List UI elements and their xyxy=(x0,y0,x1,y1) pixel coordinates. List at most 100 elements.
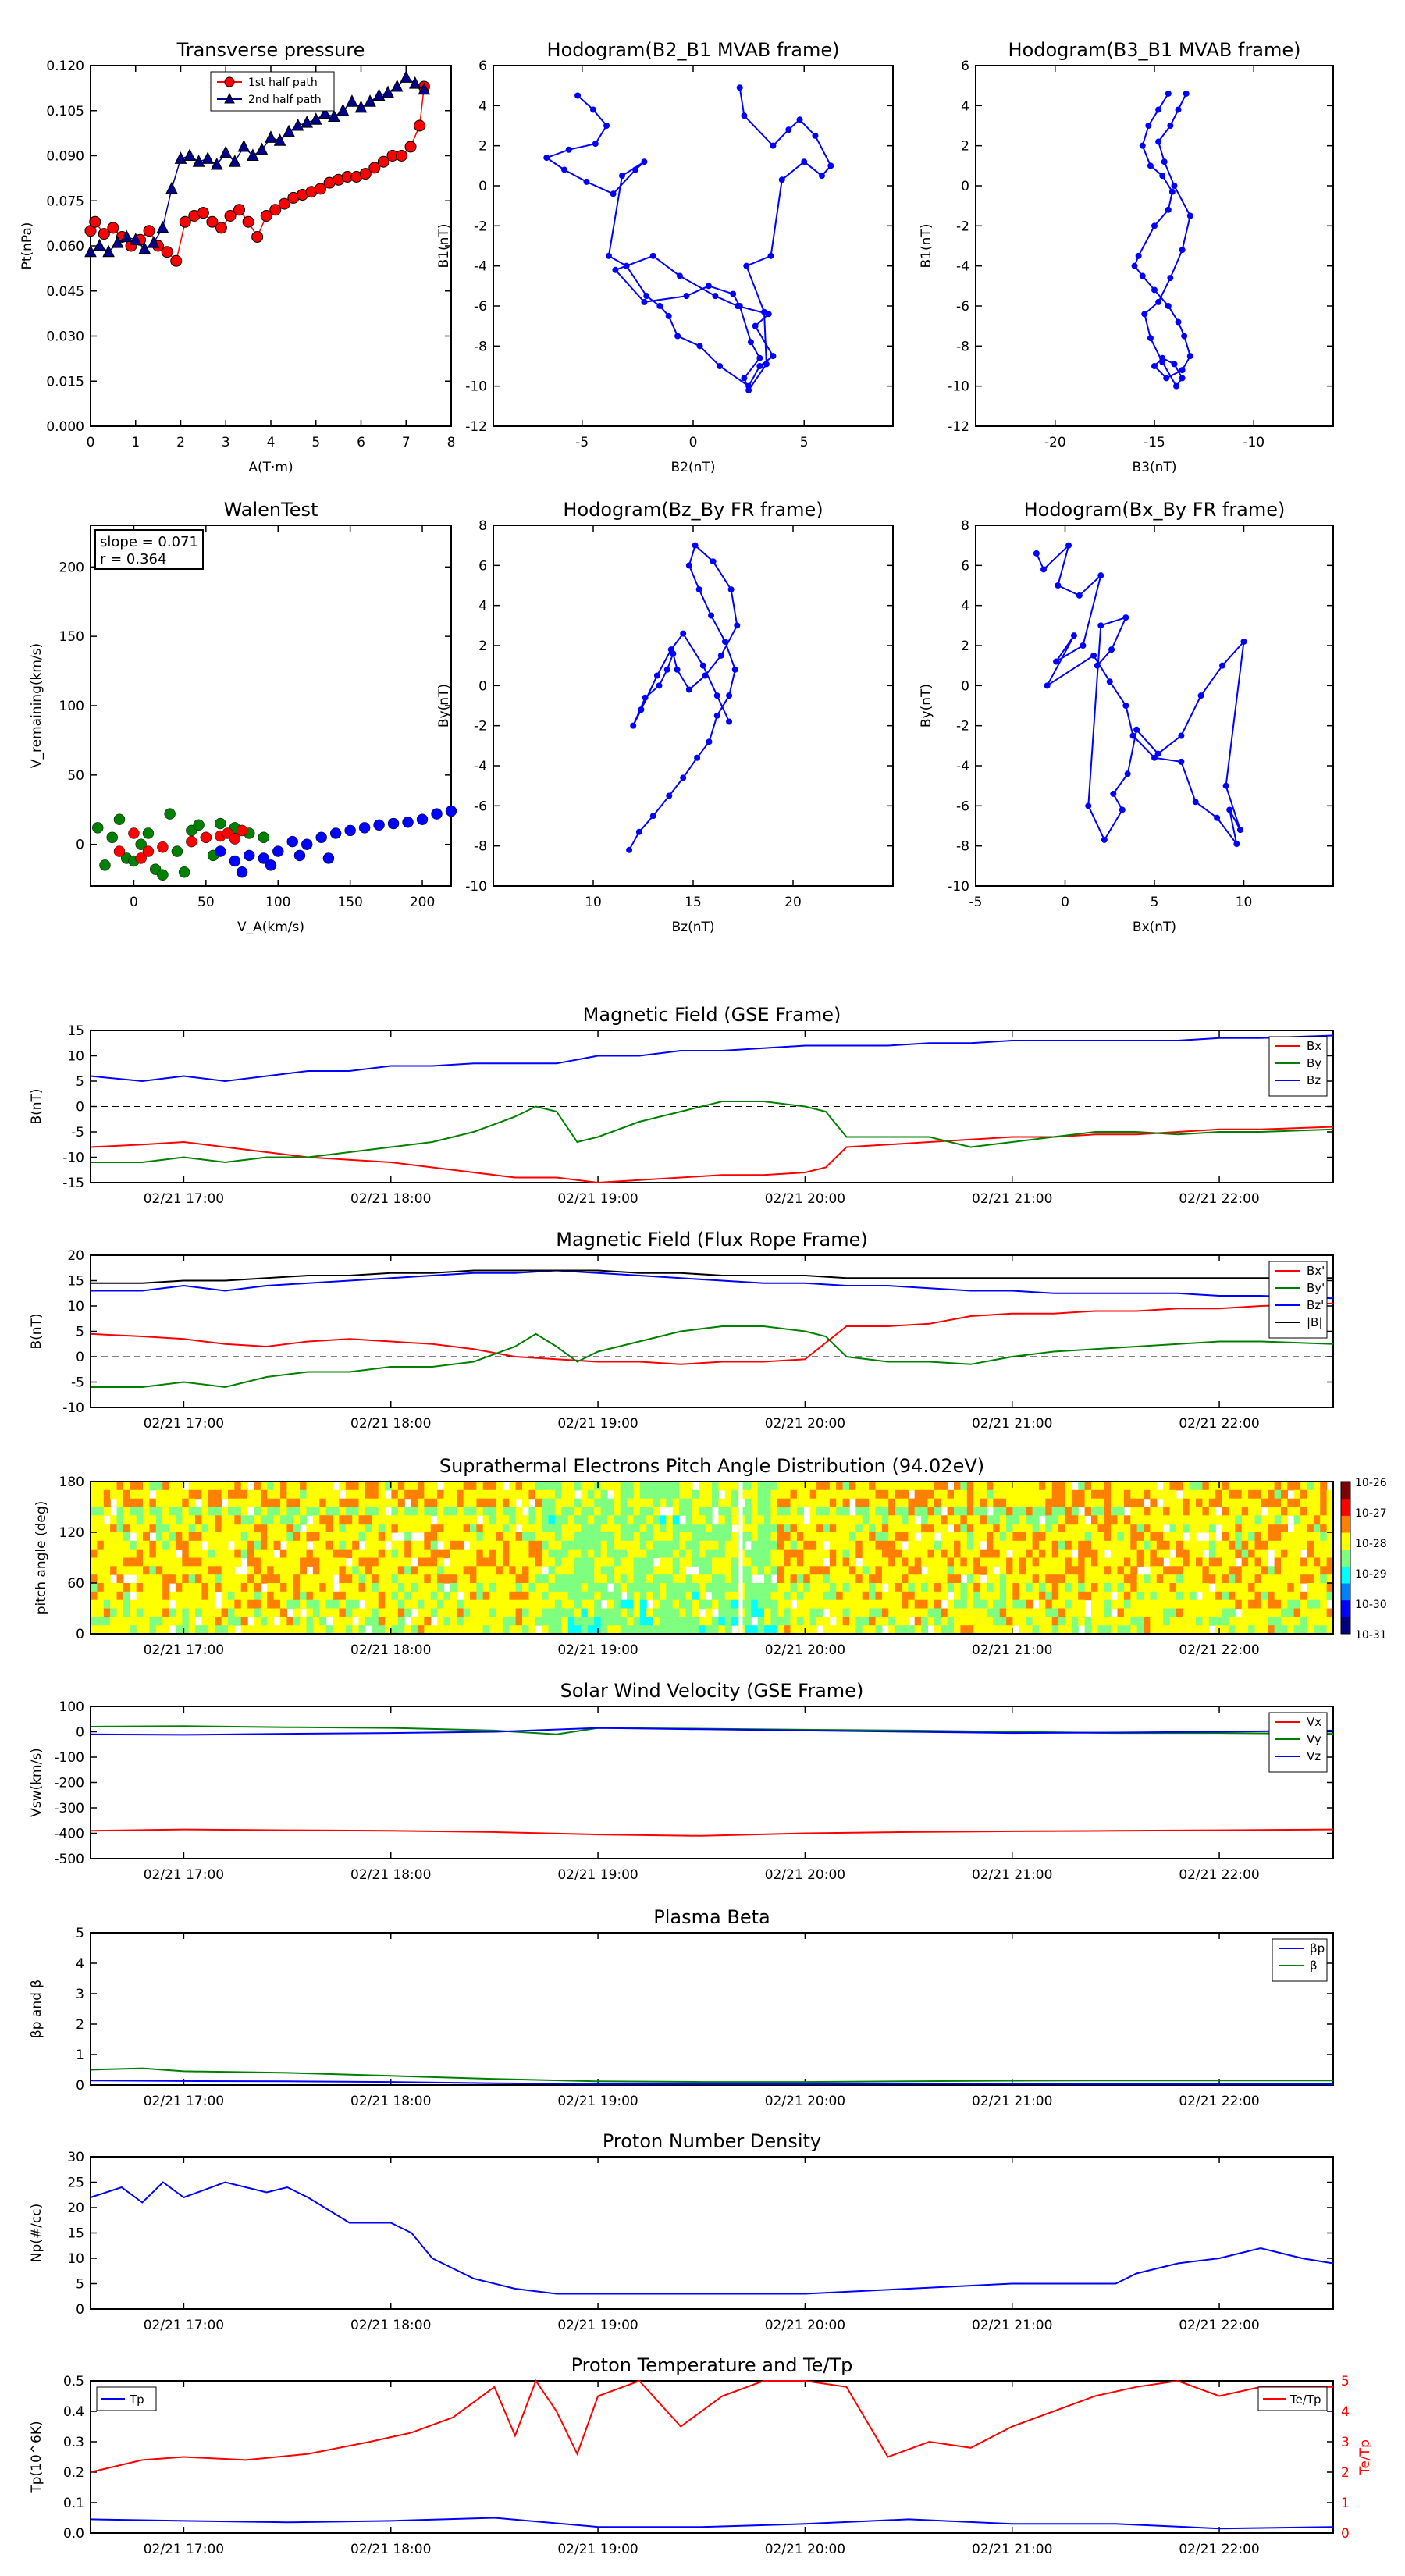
pad-cell xyxy=(902,1566,909,1575)
pad-cell xyxy=(1326,1617,1334,1626)
pad-cell xyxy=(385,1625,393,1635)
pad-cell xyxy=(162,1566,170,1575)
pad-cell xyxy=(927,1557,935,1567)
pad-cell xyxy=(208,1583,215,1592)
pad-cell xyxy=(757,1532,765,1542)
hodo1-title: Hodogram(B2_B1 MVAB frame) xyxy=(547,39,840,61)
pad-cell xyxy=(685,1557,693,1567)
pad-cell xyxy=(836,1515,844,1525)
pad-cell xyxy=(823,1507,831,1516)
pad-cell xyxy=(293,1625,301,1635)
pad-cell xyxy=(784,1617,791,1626)
pad-cell xyxy=(881,1608,889,1617)
pad-cell xyxy=(724,1524,732,1533)
pad-cell xyxy=(372,1507,379,1516)
tp-ytick-right-label: 2 xyxy=(1341,2465,1350,2481)
pad-cell xyxy=(770,1549,778,1559)
beta-frame xyxy=(90,1932,1334,2086)
pad-cell xyxy=(1058,1482,1066,1491)
hodo1-point xyxy=(676,272,683,279)
pad-cell xyxy=(934,1625,941,1635)
pad-cell xyxy=(1196,1498,1203,1508)
pad-title: Suprathermal Electrons Pitch Angle Distr… xyxy=(439,1455,984,1477)
pad-cell xyxy=(1281,1591,1288,1601)
pad-cell xyxy=(1026,1617,1033,1626)
pad-cell xyxy=(790,1540,798,1550)
pad-cell xyxy=(627,1532,635,1542)
pad-cell xyxy=(724,1498,732,1508)
pad-cell xyxy=(417,1557,425,1567)
pad-cell xyxy=(300,1574,308,1584)
pad-cell xyxy=(1189,1557,1197,1567)
pad-cell xyxy=(1189,1617,1197,1626)
pad-cell xyxy=(1006,1617,1014,1626)
pad-cell xyxy=(548,1498,556,1508)
pad-cell xyxy=(660,1574,667,1584)
pad-cell xyxy=(796,1617,804,1626)
pad-cell xyxy=(816,1617,824,1626)
pad-cell xyxy=(829,1625,837,1635)
pad-cell xyxy=(1123,1608,1131,1617)
pad-cell xyxy=(489,1532,497,1542)
mag_fr-legend-label: By' xyxy=(1307,1281,1325,1295)
pad-cell xyxy=(1038,1566,1046,1575)
pad-cell xyxy=(1026,1532,1033,1542)
pad-cell xyxy=(1078,1557,1086,1567)
pad-cell xyxy=(567,1557,575,1567)
pad-cell xyxy=(1293,1524,1301,1533)
pad-cell xyxy=(1091,1617,1098,1626)
pad-cell xyxy=(836,1599,844,1610)
pad-cell xyxy=(293,1599,301,1610)
pad-cell xyxy=(489,1591,497,1601)
pad-cell xyxy=(1254,1482,1262,1491)
pad-cell xyxy=(91,1532,98,1542)
pad-cell xyxy=(627,1583,635,1592)
pad-cell xyxy=(1117,1532,1125,1542)
pad-cell xyxy=(895,1482,902,1491)
pad-cell xyxy=(1196,1507,1203,1516)
pad-cell xyxy=(1136,1482,1144,1491)
pad-cell xyxy=(927,1532,935,1542)
pad-ytick-label: 120 xyxy=(59,1525,84,1541)
pad-cell xyxy=(424,1557,432,1567)
mag_gse-legend-label: Bx xyxy=(1307,1039,1321,1053)
pad-cell xyxy=(836,1583,844,1592)
pad-cell xyxy=(947,1599,955,1610)
pad-cell xyxy=(914,1498,922,1508)
pt-point xyxy=(129,233,142,245)
pad-cell xyxy=(692,1532,699,1542)
pad-cell xyxy=(1215,1557,1223,1567)
pad-cell xyxy=(123,1524,130,1533)
pad-cell xyxy=(869,1482,877,1491)
pad-cell xyxy=(1183,1591,1190,1601)
pad-cell xyxy=(1222,1515,1229,1525)
pad-cell xyxy=(417,1608,425,1617)
pad-cell xyxy=(1071,1591,1079,1601)
pad-cell xyxy=(954,1557,961,1567)
pad-cell xyxy=(319,1625,327,1635)
pad-cell xyxy=(954,1549,961,1559)
pad-cell xyxy=(646,1583,654,1592)
hodo1-point xyxy=(761,308,768,315)
pad-cell xyxy=(463,1549,471,1559)
pad-cell xyxy=(424,1566,432,1575)
pad-cell xyxy=(201,1489,209,1500)
hodo3-point xyxy=(680,774,687,781)
pad-cell xyxy=(712,1524,719,1533)
pad-cell xyxy=(646,1566,654,1575)
walen-point xyxy=(236,824,248,837)
pad-cell xyxy=(97,1608,105,1617)
pad-cell xyxy=(790,1566,798,1575)
hodo3-panel: Hodogram(Bz_By FR frame)10 15 20-10-8-6-4-… xyxy=(436,499,894,935)
pad-cell xyxy=(842,1498,850,1508)
pad-cell xyxy=(522,1540,529,1550)
pad-cell xyxy=(345,1591,353,1601)
pad-cell xyxy=(1163,1591,1171,1601)
pad-cell xyxy=(816,1608,824,1617)
pad-cell xyxy=(954,1532,961,1542)
pad-cell xyxy=(515,1489,523,1500)
pt-point xyxy=(111,236,124,248)
np-xtick-label: 02/21 17:00 xyxy=(144,2318,224,2333)
pad-cell xyxy=(947,1566,955,1575)
